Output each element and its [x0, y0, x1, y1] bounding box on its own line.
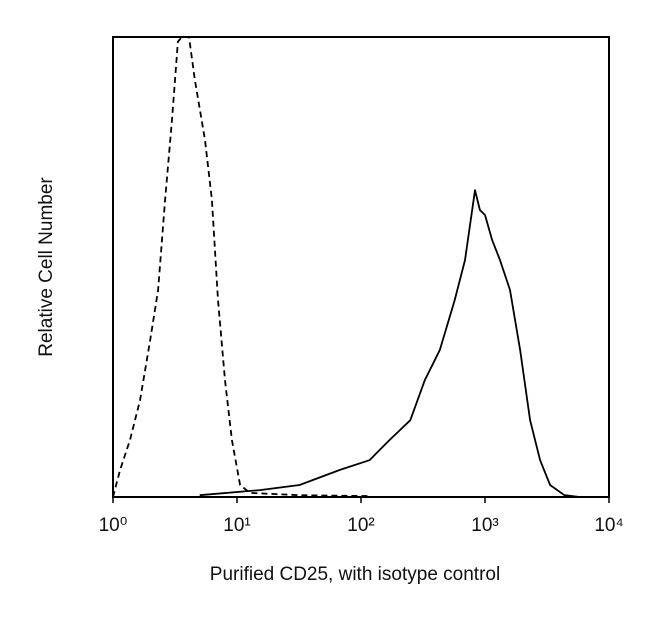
histogram-line: [113, 37, 370, 497]
y-axis-label: Relative Cell Number: [36, 177, 57, 357]
x-tick-label: 10⁴: [594, 515, 623, 536]
x-tick-label: 10³: [471, 515, 498, 536]
x-tick-label: 10²: [347, 515, 374, 536]
plot-area: [113, 37, 580, 497]
x-axis-label: Purified CD25, with isotype control: [210, 564, 500, 585]
x-tick-label: 10¹: [223, 515, 250, 536]
plot-frame: [112, 36, 610, 498]
histogram-line: [199, 189, 580, 497]
x-tick-label: 10⁰: [99, 515, 128, 536]
